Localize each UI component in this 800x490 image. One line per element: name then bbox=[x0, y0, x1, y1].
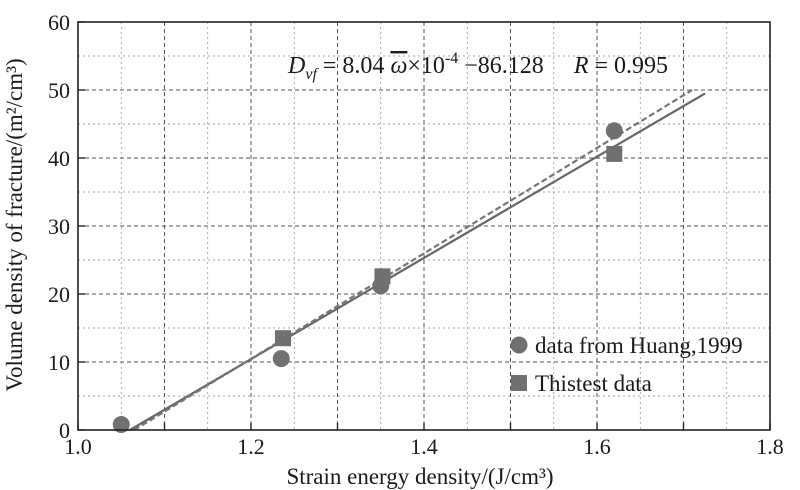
grid bbox=[78, 22, 770, 430]
x-tick-label: 1.8 bbox=[756, 434, 784, 459]
y-tick-label: 30 bbox=[48, 214, 70, 239]
point-circle bbox=[272, 350, 290, 368]
point-square bbox=[275, 330, 292, 347]
data-points bbox=[112, 122, 623, 434]
legend-label-huang: data from Huang,1999 bbox=[535, 333, 743, 358]
ticks bbox=[77, 21, 771, 431]
x-tick-label: 1.0 bbox=[64, 434, 92, 459]
legend-circle-marker bbox=[510, 336, 528, 354]
eq-exp: -4 bbox=[445, 50, 458, 67]
tick-labels: 1.0 1.2 1.4 1.6 1.8 0 10 20 30 40 50 60 bbox=[48, 10, 784, 459]
point-square bbox=[606, 145, 623, 162]
legend-label-test: Thistest data bbox=[535, 371, 652, 396]
eq-d: D bbox=[287, 53, 305, 79]
y-tick-label: 60 bbox=[48, 10, 70, 35]
eq-mid: = 8.04 bbox=[317, 53, 391, 79]
x-tick-label: 1.2 bbox=[237, 434, 265, 459]
eq-r: R bbox=[573, 53, 589, 79]
y-tick-label: 10 bbox=[48, 350, 70, 375]
y-tick-label: 40 bbox=[48, 146, 70, 171]
y-axis-title: Volume density of fracture/(m²/cm³) bbox=[2, 58, 27, 391]
legend-square-marker bbox=[511, 375, 527, 391]
fit-equation: Dvf = 8.04 ω×10-4 −86.128 R = 0.995 bbox=[287, 50, 668, 83]
fit-line-dashed bbox=[133, 89, 693, 431]
x-tick-label: 1.6 bbox=[583, 434, 611, 459]
y-tick-label: 0 bbox=[59, 418, 70, 443]
point-circle bbox=[112, 416, 130, 434]
eq-const: −86.128 bbox=[458, 53, 544, 79]
eq-omega: ω bbox=[390, 53, 407, 79]
eq-r-value: = 0.995 bbox=[588, 53, 668, 79]
x-axis-title: Strain energy density/(J/cm³) bbox=[286, 464, 553, 489]
y-tick-label: 20 bbox=[48, 282, 70, 307]
x-tick-label: 1.4 bbox=[410, 434, 438, 459]
eq-times-ten: ×10 bbox=[407, 53, 445, 79]
y-tick-label: 50 bbox=[48, 78, 70, 103]
point-circle bbox=[605, 122, 623, 140]
eq-sub: vf bbox=[305, 66, 319, 83]
legend: data from Huang,1999 Thistest data bbox=[510, 333, 743, 396]
point-square bbox=[374, 268, 391, 285]
